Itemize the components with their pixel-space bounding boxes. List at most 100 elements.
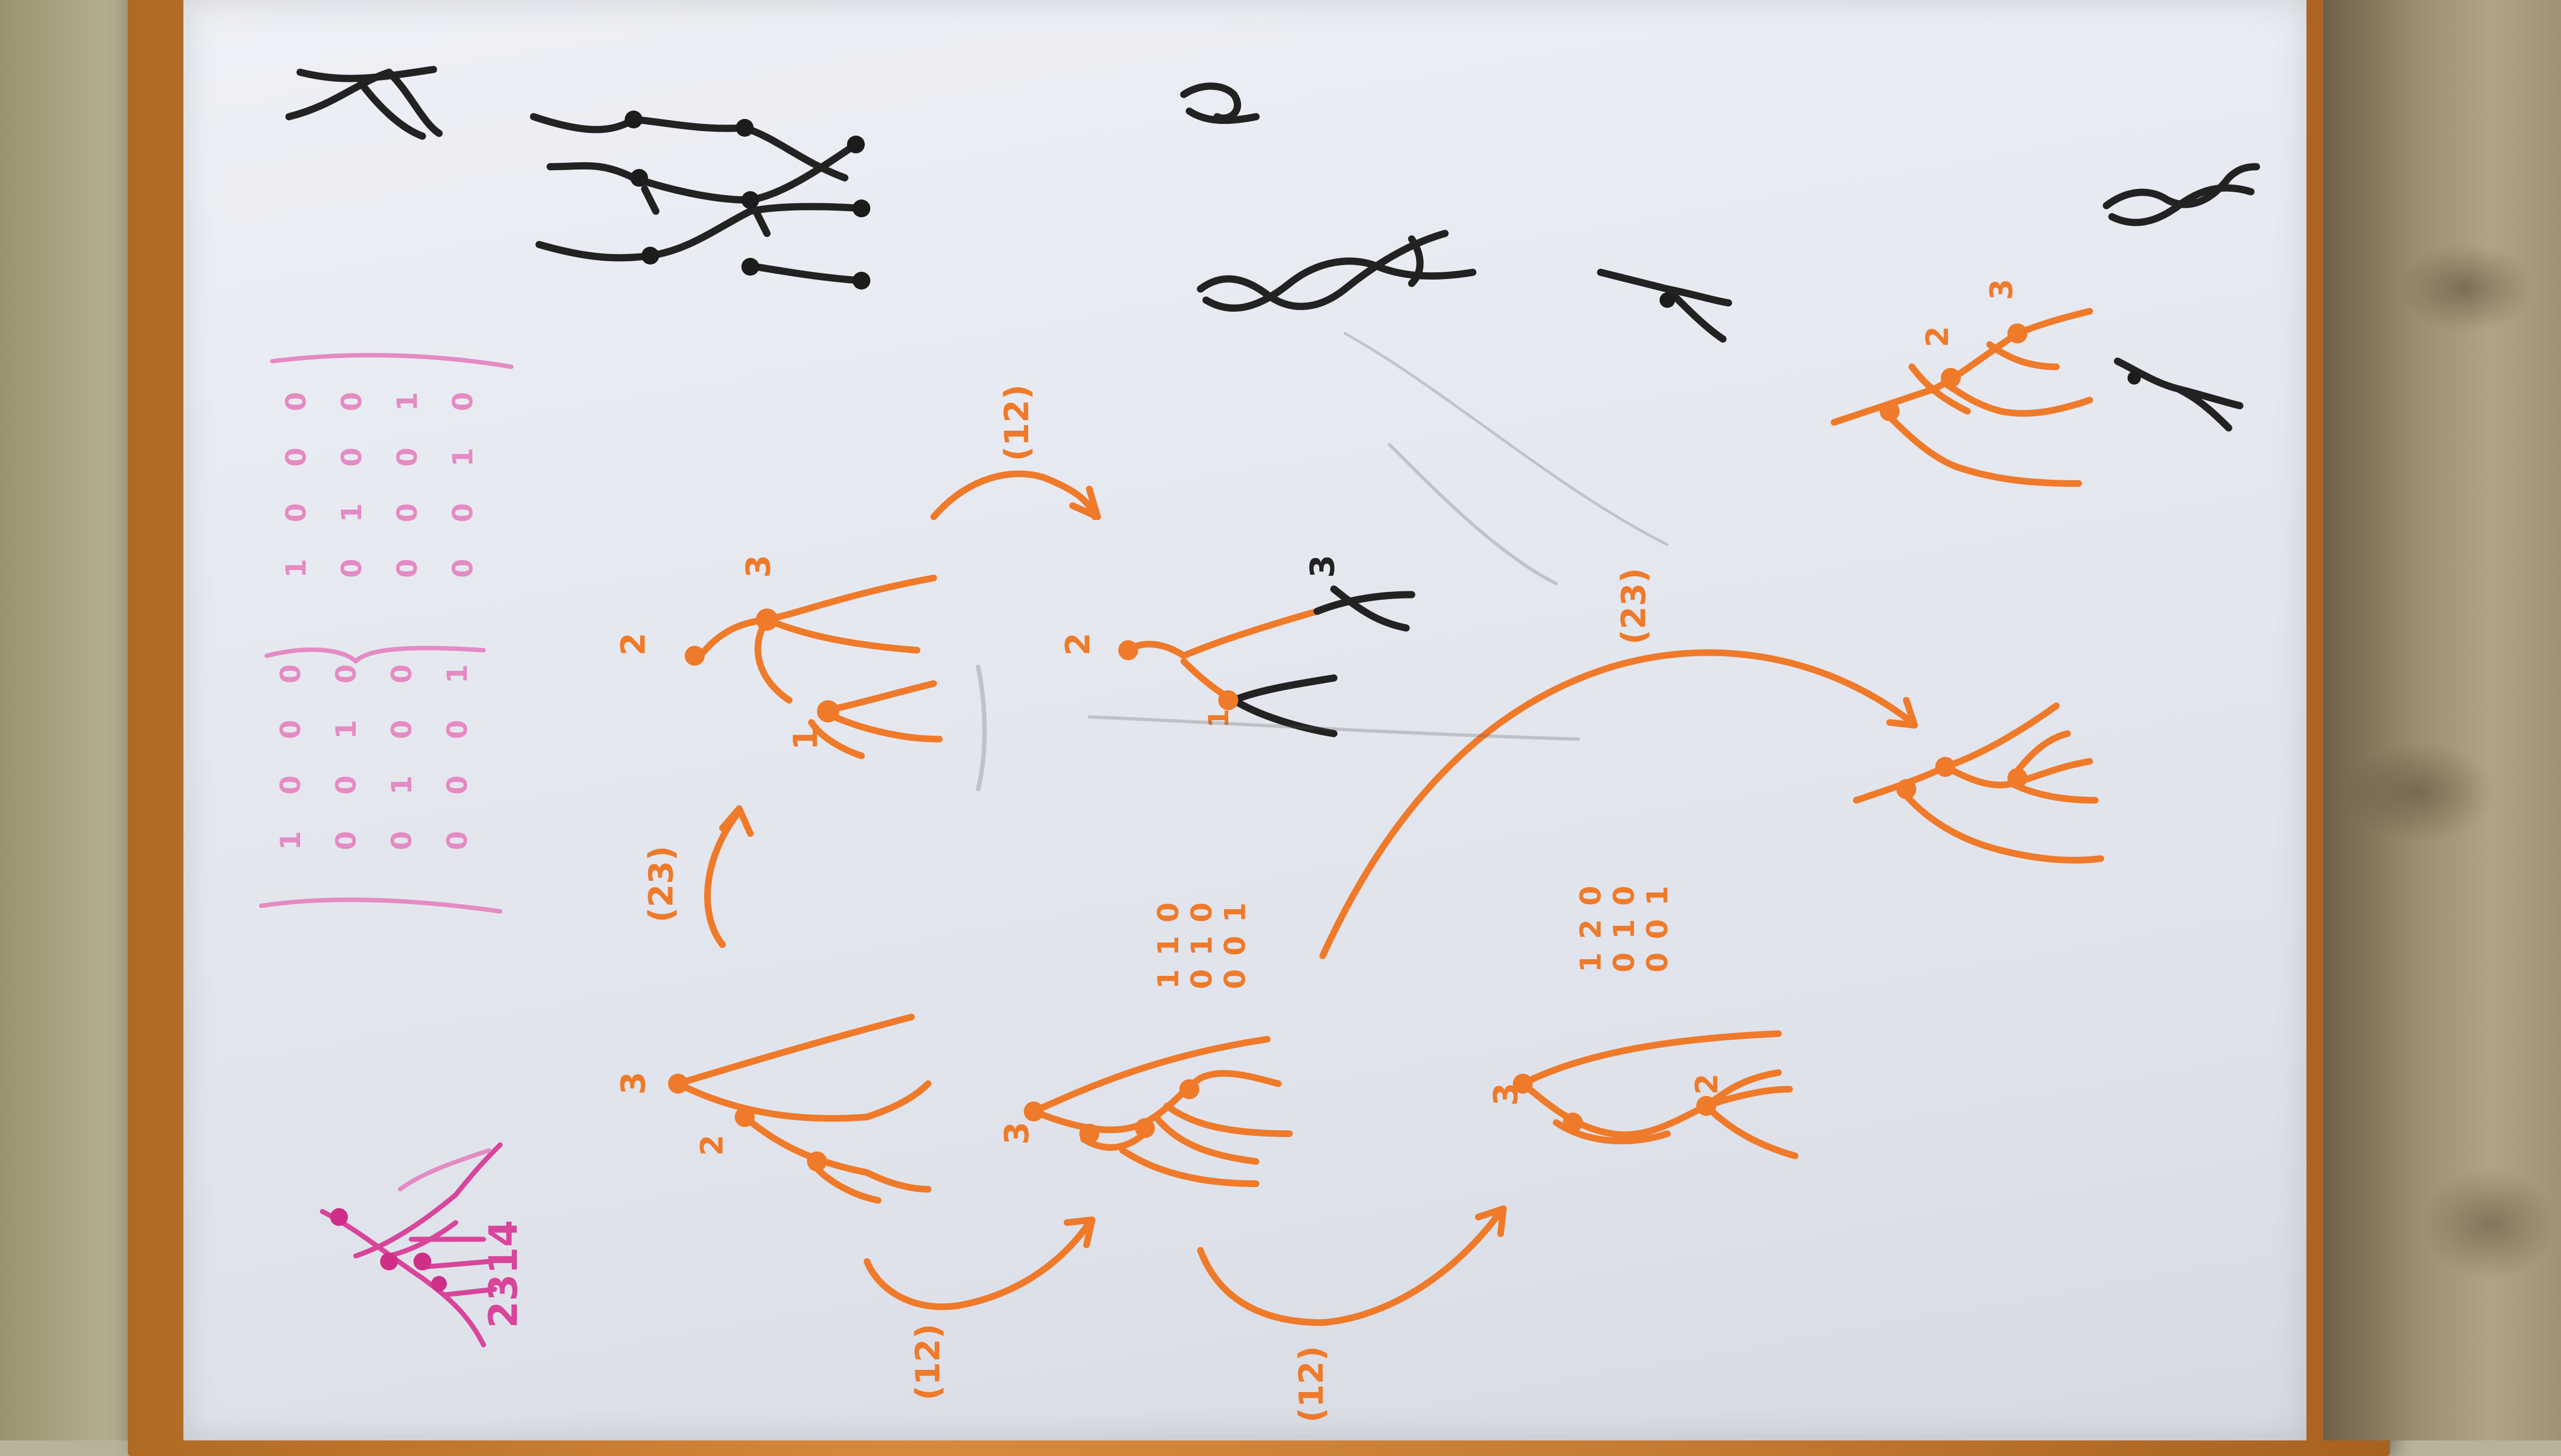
label-2: 2 — [614, 632, 653, 656]
blanket — [2323, 0, 2561, 1440]
matrix-cell: 0 — [447, 392, 479, 411]
tree-node — [1118, 640, 1138, 660]
black-knot-small — [1180, 82, 1260, 124]
label-3: 3 — [998, 1121, 1037, 1145]
black-braid-right — [1197, 230, 1477, 312]
matrix-cell: 0 — [391, 447, 423, 467]
label-1: 1 — [1203, 709, 1235, 728]
matrix-cell: 0 — [1152, 902, 1185, 923]
matrix-cell: 0 — [275, 664, 307, 684]
matrix-cell: 0 — [447, 503, 479, 522]
label-2: 2 — [1059, 632, 1098, 656]
orange-tree-lower — [1519, 1030, 1798, 1159]
magenta-braid-dots — [330, 1208, 447, 1292]
matrix-cell: 0 — [386, 664, 418, 684]
matrix-cell: 1 — [1185, 936, 1219, 956]
matrix-cell: 0 — [1185, 902, 1219, 923]
matrix-cell: 0 — [386, 720, 418, 739]
black-fork-small-2 — [2114, 357, 2244, 432]
matrix-cell: 0 — [336, 447, 368, 467]
label-3: 3 — [739, 555, 778, 578]
matrix-cell: 1 — [330, 720, 362, 739]
orange-tree-lower-right — [1853, 702, 2104, 864]
arrow-12-bottom-mid — [1197, 1208, 1504, 1326]
perm-label-12-bottom-left: (12) — [909, 1324, 948, 1400]
matrix-cell: 1 — [1152, 969, 1185, 989]
tree-node — [1218, 690, 1238, 710]
orange-black-tree — [1125, 585, 1416, 737]
matrix-cell: 1 — [1575, 953, 1608, 973]
matrix-cell: 1 — [1641, 886, 1675, 906]
erased-smudges — [976, 332, 1669, 791]
orange-tree-top-dots — [685, 609, 839, 722]
matrix-cell: 0 — [1219, 969, 1252, 989]
matrix-cell: 0 — [391, 559, 423, 578]
orange-tree-left — [675, 1014, 931, 1204]
matrix-cell: 1 — [336, 503, 368, 522]
matrix-cell: 0 — [1608, 886, 1641, 906]
matrix-cell: 0 — [1608, 953, 1641, 973]
perm-label-23-left: (23) — [642, 846, 681, 923]
matrix-cell: 1 — [1219, 902, 1252, 923]
matrix-cell: 0 — [391, 503, 423, 522]
magenta-matrix-bracket-top — [259, 353, 514, 914]
label-3: 3 — [614, 1071, 653, 1095]
matrix-cell: 0 — [280, 392, 312, 411]
matrix-left: 1 0 0 0 0 0 1 0 0 1 0 0 0 0 0 1 — [275, 664, 474, 850]
matrix-cell: 0 — [275, 720, 307, 739]
whiteboard-surface — [183, 0, 2306, 1440]
matrix-cell: 0 — [336, 392, 368, 411]
label-3: 3 — [1984, 279, 2019, 300]
matrix-cell: 0 — [330, 664, 362, 684]
matrix-cell: 0 — [275, 775, 307, 795]
matrix-cell: 0 — [1575, 886, 1608, 906]
matrix-cell: 1 — [391, 392, 423, 411]
orange-tree-middle — [1030, 1036, 1293, 1187]
matrix-cell: 0 — [1185, 969, 1219, 989]
label-1: 1 — [786, 727, 825, 750]
small-matrix-b: 1 2 0 0 1 0 0 0 1 — [1575, 886, 1675, 973]
matrix-cell: 1 — [280, 559, 312, 578]
matrix-cell: 0 — [1641, 919, 1675, 939]
sequence-label: 2314 — [481, 1220, 526, 1328]
matrix-cell: 0 — [441, 775, 474, 795]
matrix-cell: 1 — [275, 831, 307, 850]
arrow-23-left — [704, 808, 743, 948]
label-2: 2 — [1920, 326, 1955, 347]
black-braid-dots — [625, 111, 870, 290]
matrix-cell: 1 — [447, 447, 479, 467]
arrow-head — [1069, 486, 1101, 520]
perm-label-12-bottom-mid: (12) — [1292, 1346, 1331, 1423]
arrow-12-top — [930, 470, 1098, 520]
arrow-23-right — [1319, 649, 1915, 959]
matrix-cell: 0 — [280, 503, 312, 522]
arrow-12-bottom-left — [864, 1219, 1093, 1310]
orange-tree-middle-dots — [1024, 1079, 1199, 1144]
orange-tree-left-dots — [668, 1074, 827, 1171]
matrix-cell: 0 — [336, 559, 368, 578]
arrow-head — [719, 805, 754, 837]
label-2: 2 — [694, 1135, 730, 1156]
matrix-cell: 1 — [441, 664, 474, 684]
perm-label-23-right: (23) — [1615, 568, 1653, 645]
arrow-head — [1475, 1205, 1507, 1237]
matrix-cell: 0 — [330, 831, 362, 850]
matrix-cell: 0 — [386, 831, 418, 850]
arrow-head — [1064, 1216, 1095, 1248]
matrix-right: 1 0 0 0 0 1 0 0 0 0 0 1 0 0 1 0 — [280, 392, 479, 578]
black-fork-small — [1597, 268, 1732, 343]
matrix-cell: 1 — [1152, 936, 1185, 956]
matrix-cell: 0 — [441, 720, 474, 739]
matrix-cell: 0 — [1641, 953, 1675, 973]
perm-label-12-top: (12) — [998, 385, 1037, 461]
orange-tree-lower-dots — [1513, 1074, 1716, 1133]
matrix-cell: 0 — [1219, 936, 1252, 956]
label-3: 3 — [1487, 1083, 1526, 1106]
label-3: 3 — [1303, 555, 1342, 578]
matrix-cell: 1 — [386, 775, 418, 795]
small-matrix-a: 1 1 0 0 1 0 0 0 1 — [1152, 902, 1252, 989]
matrix-cell: 0 — [280, 447, 312, 467]
matrix-cell: 0 — [330, 775, 362, 795]
